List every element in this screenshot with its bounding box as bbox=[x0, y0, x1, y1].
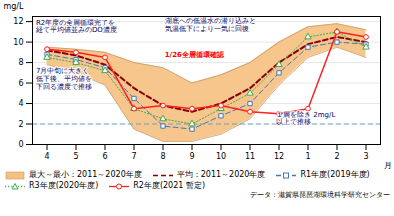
svg-text:6: 6 bbox=[102, 152, 107, 161]
svg-text:9: 9 bbox=[189, 152, 194, 161]
html-text:データ：滋賀県琵琶湖環境科学研究センター: データ：滋賀県琵琶湖環境科学研究センター bbox=[250, 191, 390, 199]
svg-text:11: 11 bbox=[245, 152, 255, 161]
svg-text:湖底への低温水の潜り込みと気温低下により一気に回復: 湖底への低温水の潜り込みと気温低下により一気に回復 bbox=[165, 17, 256, 33]
svg-text:10: 10 bbox=[216, 152, 226, 161]
svg-text:1: 1 bbox=[305, 152, 310, 161]
svg-text:月: 月 bbox=[384, 161, 392, 170]
svg-text:R2年度の全層循環完了を経て平均値並みのDO濃度: R2年度の全層循環完了を経て平均値並みのDO濃度 bbox=[35, 19, 117, 35]
html-text:最大～最小：2011～2020年度: 最大～最小：2011～2020年度 bbox=[29, 170, 142, 179]
svg-text:0: 0 bbox=[18, 140, 23, 149]
html-text:R1年度(2019年度): R1年度(2019年度) bbox=[300, 170, 370, 179]
html-text:平均：2011～2020年度: 平均：2011～2020年度 bbox=[176, 170, 266, 179]
svg-text:10: 10 bbox=[13, 38, 23, 47]
svg-text:5: 5 bbox=[73, 152, 78, 161]
svg-text:mg/L: mg/L bbox=[4, 2, 25, 11]
svg-text:2: 2 bbox=[334, 152, 339, 161]
svg-text:4: 4 bbox=[18, 99, 23, 108]
svg-text:2: 2 bbox=[18, 120, 23, 129]
svg-text:8: 8 bbox=[160, 152, 165, 161]
svg-text:6: 6 bbox=[18, 79, 23, 88]
html-text:R3年度(2020年度): R3年度(2020年度) bbox=[29, 181, 99, 190]
svg-text:12: 12 bbox=[13, 17, 23, 26]
html-text:R2年度(2021 暫定): R2年度(2021 暫定) bbox=[133, 181, 205, 190]
svg-text:3: 3 bbox=[363, 152, 368, 161]
svg-text:12: 12 bbox=[274, 152, 284, 161]
svg-text:4: 4 bbox=[44, 152, 49, 161]
svg-text:8: 8 bbox=[18, 58, 23, 67]
svg-text:7月中旬に大きく低下後、平均値を下回る濃度で推移: 7月中旬に大きく低下後、平均値を下回る濃度で推移 bbox=[36, 67, 92, 90]
svg-text:7: 7 bbox=[131, 152, 136, 161]
svg-text:１層を除き 2mg/L以上で推移: １層を除き 2mg/L以上で推移 bbox=[276, 111, 335, 127]
svg-text:1/26全層循環確認: 1/26全層循環確認 bbox=[165, 50, 225, 59]
